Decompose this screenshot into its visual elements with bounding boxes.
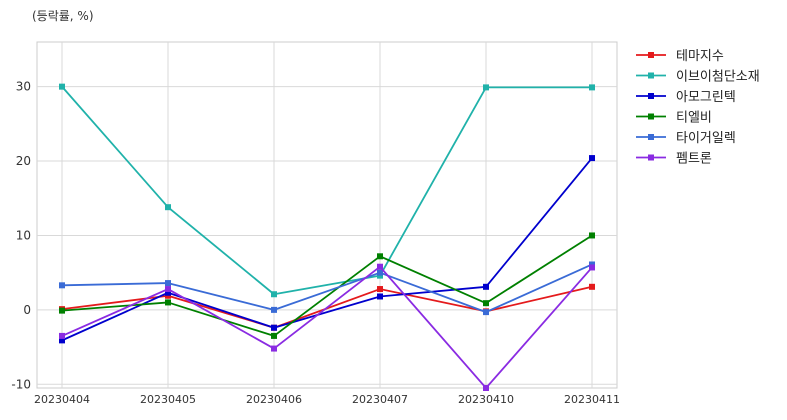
series-line: [61, 157, 593, 342]
data-point: [271, 306, 277, 313]
data-point: [59, 307, 65, 314]
x-tick-label: 20230410: [458, 393, 514, 406]
series-line: [61, 265, 593, 389]
series-line: [61, 234, 593, 337]
series-2: [59, 83, 595, 298]
x-tick-label: 20230404: [34, 393, 90, 406]
data-point: [589, 232, 595, 239]
y-tick-label: 30: [16, 80, 31, 94]
x-tick-label: 20230405: [140, 393, 196, 406]
series-group: [59, 83, 595, 391]
data-point: [165, 299, 171, 306]
data-point: [377, 269, 383, 276]
data-point: [483, 300, 489, 307]
legend-item: 티엘비: [636, 111, 712, 126]
data-point: [377, 293, 383, 300]
legend-swatch-marker: [648, 93, 654, 99]
data-point: [59, 282, 65, 289]
data-point: [377, 286, 383, 293]
y-tick-label: 10: [16, 228, 31, 242]
data-point: [483, 385, 489, 391]
legend-label: 테마지수: [676, 49, 724, 64]
series-3: [59, 155, 595, 344]
legend-swatch-marker: [648, 154, 654, 161]
data-point: [165, 289, 171, 296]
data-point: [483, 283, 489, 290]
data-point: [271, 324, 277, 331]
plot-frame: [36, 41, 618, 389]
data-point: [483, 309, 489, 316]
data-point: [165, 280, 171, 287]
grid: [36, 41, 618, 389]
x-tick-label: 20230406: [246, 393, 302, 406]
data-point: [271, 332, 277, 339]
series-4: [59, 232, 595, 339]
legend-label: 티엘비: [676, 111, 712, 126]
legend-label: 아모그린텍: [676, 90, 736, 105]
data-point: [271, 291, 277, 298]
data-point: [59, 332, 65, 339]
series-6: [59, 263, 595, 391]
data-point: [59, 337, 65, 344]
legend-item: 이브이첨단소재: [636, 70, 760, 85]
unit-label: (등락률, %): [32, 9, 94, 23]
legend-item: 펨트론: [636, 152, 712, 167]
legend-swatch-marker: [648, 72, 654, 79]
y-tick-label: -10: [11, 377, 31, 391]
data-point: [589, 283, 595, 290]
legend-label: 펨트론: [676, 152, 712, 167]
data-point: [165, 204, 171, 211]
data-point: [589, 264, 595, 271]
data-point: [589, 155, 595, 162]
data-point: [483, 84, 489, 91]
data-point: [377, 263, 383, 270]
legend-swatch-marker: [648, 52, 654, 58]
legend-swatch-marker: [648, 113, 654, 120]
data-point: [165, 286, 171, 293]
axes: 20230404 20230405 20230406 20230407 20230410…: [11, 80, 620, 406]
data-point: [59, 83, 65, 90]
legend-swatch-marker: [648, 134, 654, 140]
legend-item: 아모그린텍: [636, 90, 736, 105]
y-tick-label: 20: [16, 154, 31, 168]
series-line: [61, 86, 592, 296]
x-tick-label: 20230407: [352, 393, 408, 406]
series-line: [61, 263, 593, 314]
legend-label: 이브이첨단소재: [676, 70, 760, 85]
legend-item: 테마지수: [636, 49, 724, 64]
y-tick-label: 0: [23, 303, 31, 317]
data-point: [271, 345, 277, 352]
legend-label: 타이거일렉: [676, 131, 736, 146]
data-point: [589, 84, 595, 91]
x-tick-label: 20230411: [564, 393, 620, 406]
data-point: [377, 253, 383, 260]
legend-item: 타이거일렉: [636, 131, 736, 146]
